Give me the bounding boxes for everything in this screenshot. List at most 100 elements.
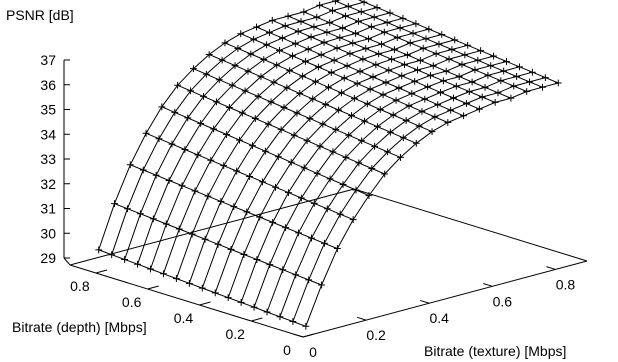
- data-point-marker: [287, 158, 295, 166]
- data-point-marker: [333, 245, 341, 252]
- data-point-marker: [412, 20, 420, 28]
- data-point-marker: [290, 131, 298, 139]
- data-point-marker: [415, 122, 423, 130]
- data-point-marker: [243, 208, 251, 216]
- data-point-marker: [267, 98, 275, 106]
- data-point-marker: [399, 134, 407, 142]
- data-point-marker: [366, 85, 374, 93]
- data-point-marker: [228, 81, 236, 89]
- z-axis-label: PSNR [dB]: [6, 7, 74, 23]
- data-point-marker: [184, 114, 192, 122]
- data-point-marker: [172, 275, 180, 282]
- data-point-marker: [147, 265, 154, 273]
- data-point-marker: [318, 281, 326, 289]
- data-point-marker: [302, 58, 309, 65]
- z-tick-label: 37: [40, 52, 56, 68]
- data-point-marker: [370, 13, 378, 21]
- data-point-marker: [405, 102, 413, 110]
- data-point-marker: [259, 178, 266, 186]
- data-point-marker: [432, 50, 440, 58]
- data-point-marker: [397, 154, 404, 161]
- data-point-marker: [244, 67, 252, 75]
- data-point-marker: [369, 73, 377, 81]
- data-point-marker: [431, 113, 439, 121]
- data-point-marker: [477, 47, 485, 55]
- data-point-marker: [168, 140, 176, 148]
- data-point-marker: [321, 239, 328, 247]
- data-point-marker: [237, 299, 245, 306]
- data-point-marker: [254, 93, 262, 100]
- y-tick-label: 0.2: [225, 326, 245, 342]
- data-point-marker: [333, 44, 341, 52]
- data-point-marker: [279, 266, 287, 274]
- data-point-marker: [458, 61, 466, 68]
- data-point-marker: [345, 131, 353, 139]
- data-point-marker: [237, 30, 245, 38]
- data-point-marker: [264, 120, 272, 128]
- mesh-line-depth: [201, 39, 455, 289]
- data-point-marker: [428, 128, 436, 136]
- data-point-marker: [484, 71, 492, 79]
- mesh-line-depth: [240, 55, 494, 303]
- data-point-marker: [444, 119, 452, 126]
- data-point-marker: [249, 142, 256, 150]
- data-point-marker: [266, 261, 274, 269]
- data-point-marker: [202, 70, 210, 78]
- data-point-marker: [207, 156, 215, 164]
- data-point-marker: [355, 159, 363, 167]
- data-point-marker: [171, 108, 179, 116]
- axes: 0 0.2 0.4 0.6 0.8 0 0.2 0.4 0.6 0.8 29 30 31 32 33 34 35…: [40, 52, 588, 360]
- data-point-marker: [365, 35, 372, 43]
- x-tick-label: 0: [309, 344, 317, 360]
- data-point-marker: [283, 84, 291, 92]
- data-point-marker: [307, 33, 315, 41]
- data-point-marker: [305, 276, 313, 284]
- data-point-marker: [357, 8, 365, 16]
- data-point-marker: [421, 95, 429, 103]
- data-point-marker: [523, 88, 531, 95]
- x-tick-label: 0.6: [493, 293, 513, 309]
- data-point-marker: [256, 213, 264, 221]
- data-point-marker: [224, 294, 232, 302]
- data-point-marker: [220, 162, 228, 170]
- data-point-marker: [240, 251, 248, 258]
- data-point-marker: [276, 46, 283, 54]
- data-point-marker: [526, 78, 533, 86]
- data-point-marker: [175, 225, 183, 233]
- data-point-marker: [213, 98, 220, 106]
- data-point-marker: [349, 39, 357, 47]
- data-point-marker: [384, 148, 391, 156]
- data-point-marker: [396, 24, 404, 32]
- data-point-marker: [297, 18, 305, 25]
- data-point-marker: [134, 260, 141, 268]
- data-point-marker: [507, 94, 515, 102]
- data-point-marker: [475, 105, 483, 113]
- data-point-marker: [395, 84, 403, 92]
- data-point-marker: [352, 30, 360, 37]
- data-point-marker: [465, 88, 473, 96]
- x-tick: [483, 283, 493, 287]
- data-point-marker: [108, 251, 116, 259]
- data-point-marker: [268, 16, 276, 24]
- data-point-marker: [510, 82, 518, 90]
- data-point-marker: [191, 187, 199, 195]
- data-point-marker: [319, 120, 327, 128]
- data-point-marker: [306, 115, 314, 122]
- data-point-marker: [281, 22, 289, 30]
- floor-edge-right: [353, 188, 588, 262]
- data-point-marker: [339, 24, 347, 32]
- mesh-line-depth: [305, 82, 559, 327]
- data-point-marker: [460, 112, 468, 120]
- data-point-marker: [356, 68, 364, 75]
- data-point-marker: [201, 235, 209, 243]
- data-point-marker: [330, 56, 338, 64]
- data-point-marker: [393, 34, 401, 41]
- z-tick-label: 32: [40, 176, 56, 192]
- z-tick-label: 35: [40, 102, 56, 118]
- data-point-marker: [402, 117, 410, 124]
- y-tick: [302, 333, 315, 338]
- data-point-marker: [422, 35, 430, 43]
- data-point-marker: [194, 151, 202, 159]
- data-point-marker: [372, 61, 380, 69]
- data-point-marker: [165, 177, 173, 184]
